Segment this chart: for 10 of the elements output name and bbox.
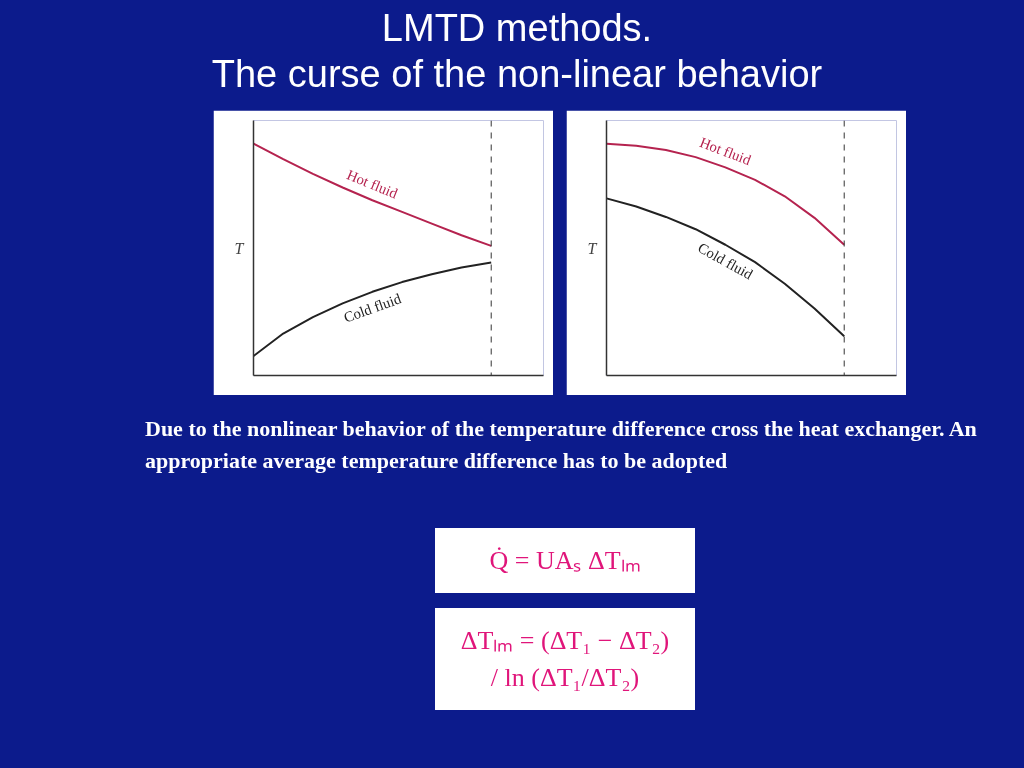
text: Cold fluid — [341, 290, 404, 326]
text: Q̇ = UAₛ ΔTₗₘ — [435, 528, 695, 594]
y-axis-title: T — [234, 239, 245, 257]
y-axis-title: T — [587, 239, 598, 257]
text: Hot fluid — [697, 134, 754, 169]
text: ΔTₗₘ = (ΔT₁ − ΔT₂) / ln (ΔT₁/ΔT₂) — [435, 608, 695, 711]
text: Due to the nonlinear behavior of the temperature difference cross the heat exchanger. An appropriate average temperature difference has to be adopted — [145, 415, 978, 475]
chart-title: LMTD methods. The curse of the non-linear behavior — [210, 6, 824, 97]
text: Hot fluid — [344, 166, 401, 202]
text: Cold fluid — [695, 239, 756, 283]
